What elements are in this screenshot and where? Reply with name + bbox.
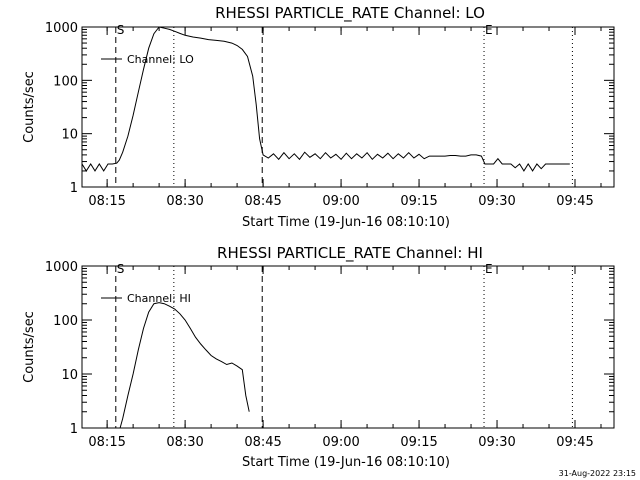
marker-label: S bbox=[117, 262, 125, 276]
legend-label: Channel: HI bbox=[127, 292, 191, 305]
y-tick-label: 10 bbox=[61, 368, 78, 383]
x-tick-label: 08:30 bbox=[166, 194, 203, 209]
y-tick-label: 10 bbox=[61, 128, 78, 143]
x-axis-label: Start Time (19-Jun-16 08:10:10) bbox=[242, 215, 450, 230]
x-tick-label: 08:45 bbox=[244, 435, 281, 450]
y-tick-label: 1000 bbox=[45, 260, 78, 275]
legend: Channel: LO bbox=[101, 53, 194, 66]
x-tick-label: 08:15 bbox=[88, 194, 125, 209]
x-tick-label: 09:30 bbox=[478, 194, 515, 209]
axis-ticks: 1 10 100 1000 08:15 08:30 08:45 09:00 09:15 09:30… bbox=[45, 260, 614, 450]
marker-label: E bbox=[485, 23, 493, 37]
x-tick-label: 08:45 bbox=[244, 194, 281, 209]
legend: Channel: HI bbox=[101, 292, 191, 305]
chart-panel-lo: RHESSI PARTICLE_RATE Channel: LO Counts/… bbox=[22, 4, 615, 230]
legend-label: Channel: LO bbox=[127, 53, 194, 66]
x-tick-label: 09:15 bbox=[400, 435, 437, 450]
y-tick-label: 1 bbox=[70, 422, 78, 437]
x-tick-label: 09:30 bbox=[478, 435, 515, 450]
x-tick-label: 09:00 bbox=[322, 435, 359, 450]
x-tick-label: 09:45 bbox=[556, 435, 593, 450]
x-tick-label: 08:15 bbox=[88, 435, 125, 450]
x-tick-label: 08:30 bbox=[166, 435, 203, 450]
y-tick-label: 100 bbox=[53, 314, 78, 329]
y-axis-label: Counts/sec bbox=[22, 71, 37, 143]
chart-title: RHESSI PARTICLE_RATE Channel: LO bbox=[215, 4, 485, 23]
marker-label: S bbox=[117, 23, 125, 37]
plot-frame bbox=[81, 26, 615, 188]
plot-frame bbox=[81, 265, 615, 429]
x-tick-label: 09:00 bbox=[322, 194, 359, 209]
y-axis-label: Counts/sec bbox=[22, 311, 37, 383]
axis-ticks: 1 10 100 1000 08:15 08:30 08:45 09:00 09:15 09:30… bbox=[45, 21, 614, 209]
series-line-lo bbox=[81, 26, 570, 172]
x-axis-label: Start Time (19-Jun-16 08:10:10) bbox=[242, 455, 450, 470]
y-tick-label: 1 bbox=[70, 181, 78, 196]
chart-title: RHESSI PARTICLE_RATE Channel: HI bbox=[217, 244, 483, 263]
y-tick-label: 100 bbox=[53, 74, 78, 89]
x-tick-label: 09:15 bbox=[400, 194, 437, 209]
marker-label: E bbox=[485, 262, 493, 276]
x-tick-label: 09:45 bbox=[556, 194, 593, 209]
chart-panel-hi: RHESSI PARTICLE_RATE Channel: HI Counts/… bbox=[22, 244, 615, 470]
footer-timestamp: 31-Aug-2022 23:15 bbox=[559, 469, 636, 478]
series-line-hi bbox=[119, 302, 250, 429]
y-tick-label: 1000 bbox=[45, 21, 78, 36]
